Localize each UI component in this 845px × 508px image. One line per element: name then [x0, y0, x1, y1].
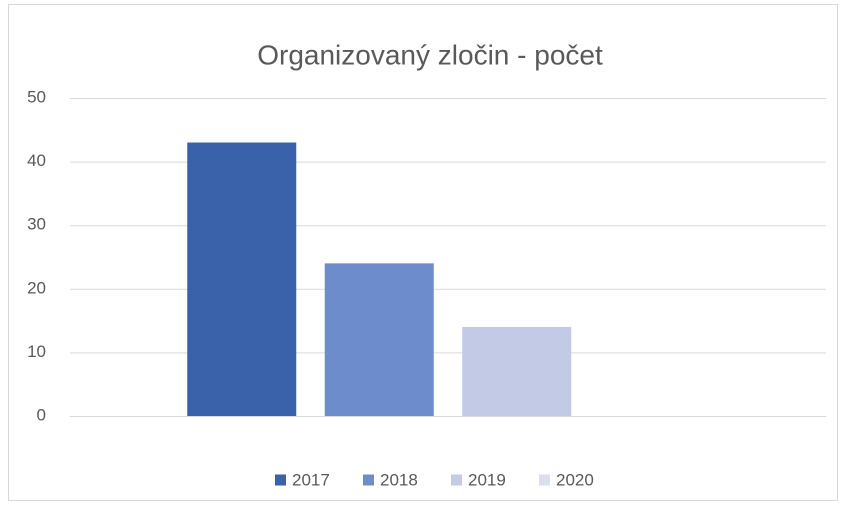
y-tick-label: 30 — [27, 215, 46, 234]
y-tick-label: 10 — [27, 342, 46, 361]
legend-label: 2017 — [292, 470, 330, 489]
y-tick-label: 0 — [37, 405, 46, 424]
bar — [187, 142, 297, 416]
legend-swatch — [451, 474, 462, 486]
y-tick-label: 40 — [27, 151, 46, 170]
y-tick-label: 20 — [27, 278, 46, 297]
legend-label: 2018 — [380, 470, 418, 489]
legend-label: 2020 — [556, 470, 594, 489]
bar — [324, 263, 434, 416]
bar — [462, 326, 572, 416]
legend-swatch — [363, 474, 374, 486]
chart-title: Organizovaný zločin - počet — [257, 39, 603, 70]
legend-swatch — [275, 474, 286, 486]
chart-frame — [8, 4, 838, 501]
y-tick-label: 50 — [27, 87, 46, 106]
legend-swatch — [539, 474, 550, 486]
legend-label: 2019 — [468, 470, 506, 489]
